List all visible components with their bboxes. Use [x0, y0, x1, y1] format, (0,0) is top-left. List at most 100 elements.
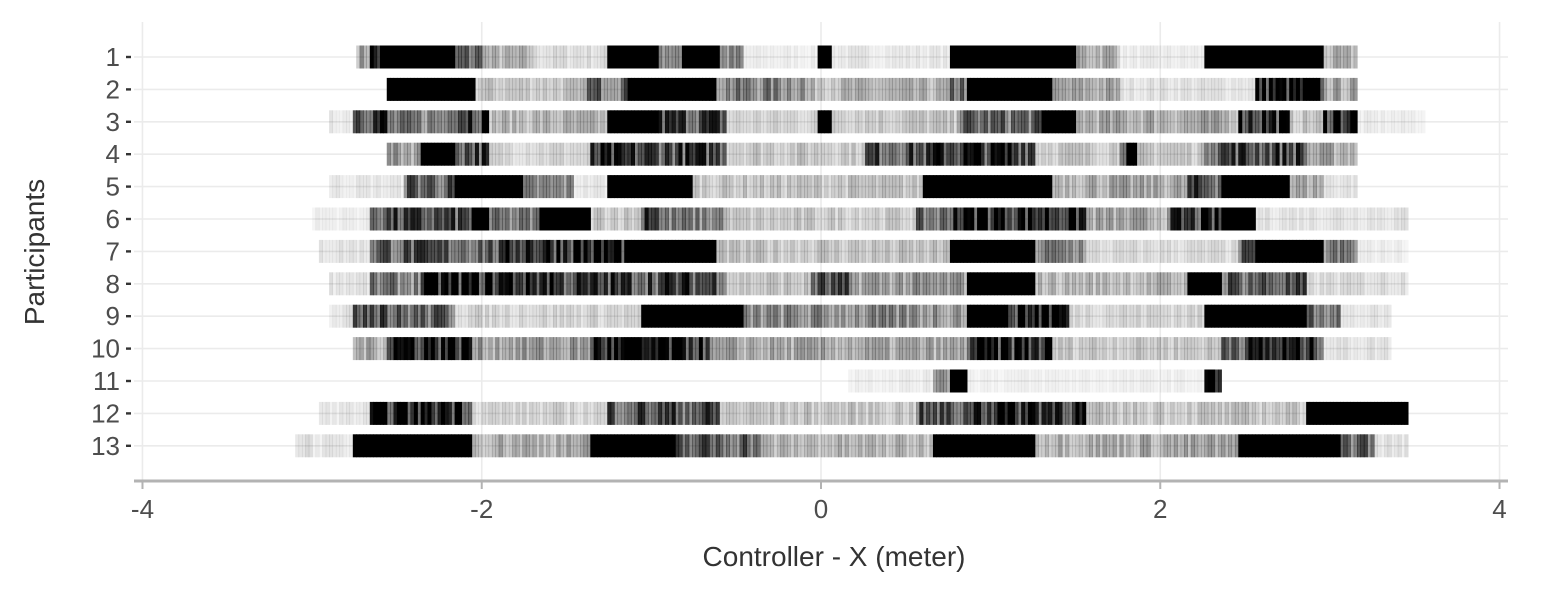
heat-cell	[1048, 401, 1053, 425]
heat-cell	[1302, 304, 1307, 328]
heat-cell	[658, 239, 663, 263]
heat-cell	[1038, 401, 1043, 425]
heat-cell	[746, 45, 751, 69]
heat-cell	[1255, 304, 1260, 328]
heat-cell	[413, 142, 418, 166]
heat-cell	[1346, 272, 1351, 296]
heat-cell	[373, 434, 378, 458]
heat-cell	[424, 239, 429, 263]
heat-cell	[1211, 110, 1216, 134]
heat-cell	[797, 175, 802, 199]
heat-cell	[1340, 45, 1345, 69]
heat-cell	[556, 110, 561, 134]
heat-cell	[597, 142, 602, 166]
heat-cell	[474, 142, 479, 166]
heat-cell	[1194, 304, 1199, 328]
heat-cell	[485, 239, 490, 263]
heat-cell	[410, 434, 415, 458]
heat-cell	[1092, 239, 1097, 263]
heat-cell	[746, 401, 751, 425]
heat-cell	[1397, 207, 1402, 231]
heat-cell	[705, 401, 710, 425]
heat-cell	[495, 77, 500, 101]
heat-cell	[1004, 272, 1009, 296]
heat-cell	[715, 239, 720, 263]
heat-cells-layer	[295, 45, 1426, 458]
heat-cell	[1014, 401, 1019, 425]
heat-cell	[905, 239, 910, 263]
heat-cell	[936, 207, 941, 231]
heat-cell	[946, 369, 951, 393]
heat-cell	[1129, 142, 1134, 166]
heat-cell	[1265, 207, 1270, 231]
heat-cell	[949, 207, 954, 231]
heat-cell	[722, 142, 727, 166]
heat-cell	[600, 239, 605, 263]
heat-cell	[1038, 142, 1043, 166]
heat-cell	[851, 401, 856, 425]
heat-cell	[865, 434, 870, 458]
heat-cell	[583, 239, 588, 263]
heat-cell	[1346, 142, 1351, 166]
heat-cell	[424, 175, 429, 199]
heat-cell	[1014, 304, 1019, 328]
heat-cell	[1316, 207, 1321, 231]
heat-cell	[335, 401, 340, 425]
heat-cell	[407, 142, 412, 166]
heat-cell	[1170, 272, 1175, 296]
heat-cell	[1272, 77, 1277, 101]
heat-cell	[444, 304, 449, 328]
heat-cell	[702, 434, 707, 458]
heat-cell	[966, 401, 971, 425]
heat-cell	[990, 175, 995, 199]
heat-cell	[994, 369, 999, 393]
heat-cell	[1041, 401, 1046, 425]
heat-cell	[1207, 110, 1212, 134]
heat-cell	[485, 434, 490, 458]
heat-cell	[1055, 77, 1060, 101]
heat-cell	[729, 110, 734, 134]
heat-cell	[766, 272, 771, 296]
heat-cell	[990, 434, 995, 458]
heat-cell	[1190, 175, 1195, 199]
heat-cell	[1241, 45, 1246, 69]
heat-cell	[1221, 337, 1226, 361]
heat-cell	[1289, 45, 1294, 69]
heat-cell	[631, 239, 635, 263]
heat-cell	[641, 207, 646, 231]
heat-cell	[1038, 239, 1043, 263]
heat-cell	[1217, 77, 1222, 101]
heat-cell	[566, 142, 571, 166]
heat-cell	[1187, 369, 1192, 393]
heat-cell	[983, 45, 988, 69]
heat-cell	[1048, 304, 1053, 328]
heat-cell	[746, 175, 751, 199]
heat-cell	[1326, 337, 1331, 361]
heat-cell	[393, 304, 398, 328]
heat-cell	[519, 239, 524, 263]
heat-cell	[369, 207, 374, 231]
heat-cell	[994, 77, 999, 101]
heat-cell	[410, 142, 415, 166]
heat-cell	[736, 401, 741, 425]
heat-cell	[1010, 304, 1015, 328]
heat-cell	[1085, 369, 1090, 393]
heat-cell	[749, 175, 754, 199]
heat-cell	[1153, 304, 1158, 328]
heat-cell	[1390, 272, 1395, 296]
heat-cell	[1167, 272, 1172, 296]
heat-cell	[318, 239, 323, 263]
heat-cell	[1323, 272, 1328, 296]
heat-cell	[447, 110, 452, 134]
heat-cell	[1340, 401, 1345, 425]
heat-cell	[1272, 207, 1277, 231]
heat-cell	[1065, 77, 1070, 101]
heat-cell	[379, 401, 384, 425]
heat-cell	[1160, 272, 1165, 296]
heat-cell	[512, 207, 517, 231]
heat-cell	[1156, 304, 1161, 328]
heat-cell	[552, 175, 557, 199]
heat-cell	[1295, 207, 1300, 231]
heat-cell	[437, 110, 442, 134]
heat-cell	[1160, 110, 1165, 134]
